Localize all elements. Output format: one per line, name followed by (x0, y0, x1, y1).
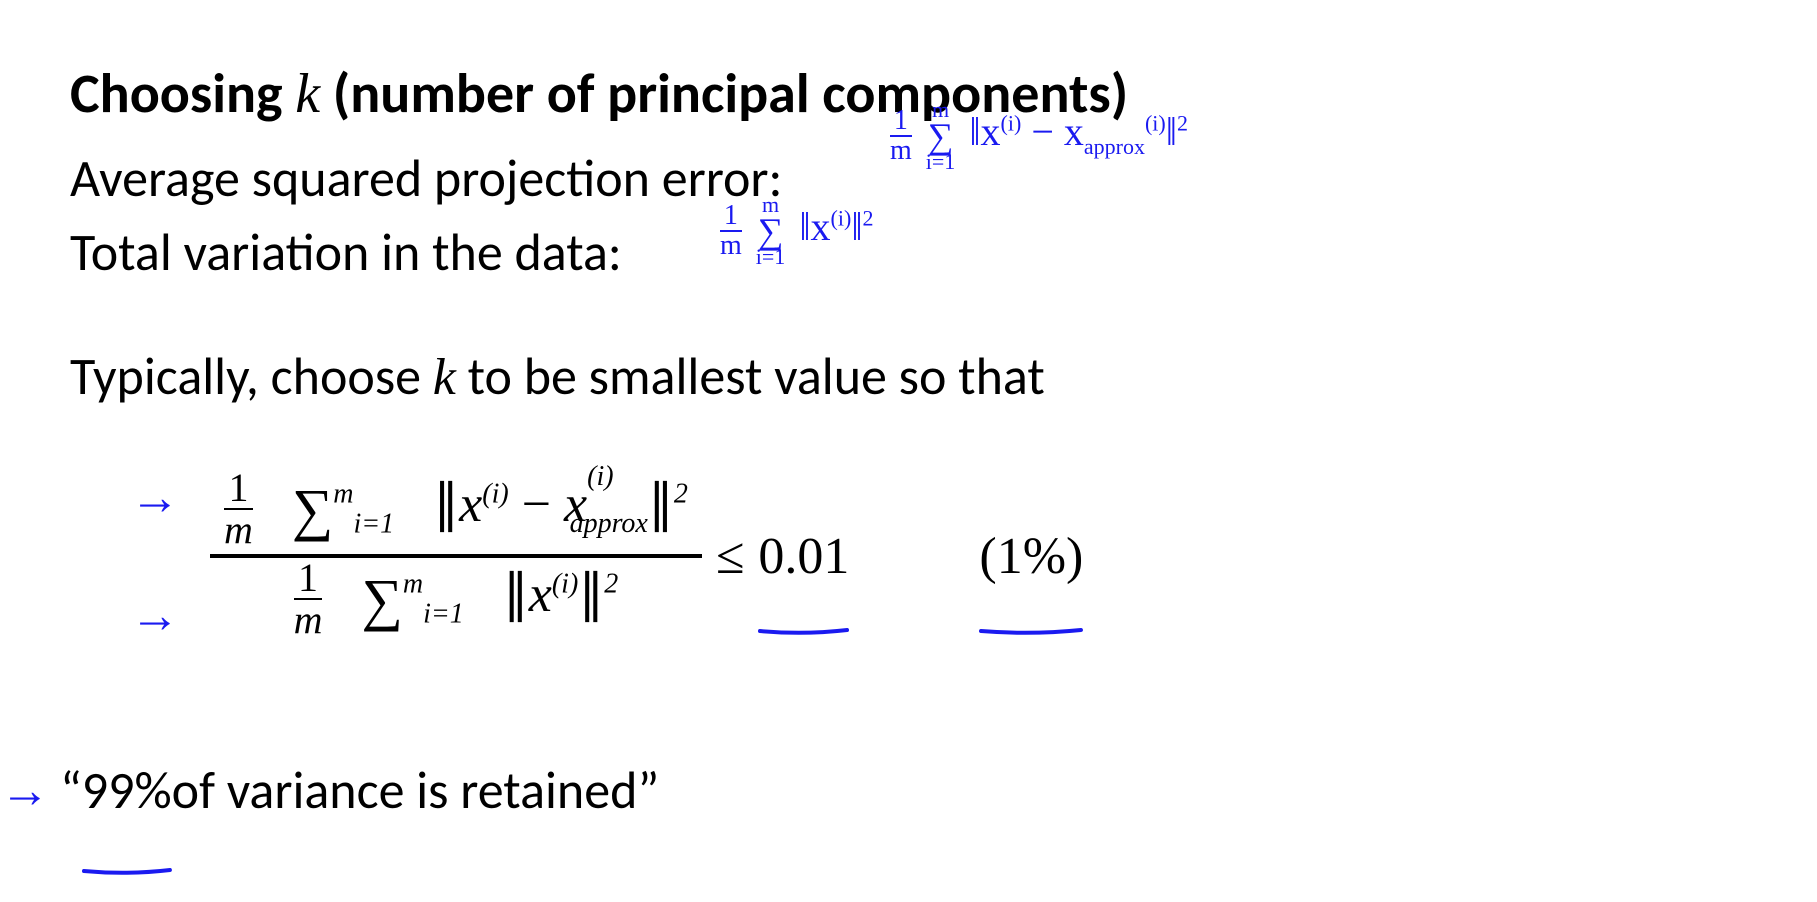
percent-label: (1%) (979, 527, 1083, 586)
choose-k-variable: k (433, 349, 456, 406)
hw-frac-icon: 1 m (720, 202, 742, 260)
ratio-numerator: 1 m ∑mi=1 ∥x(i) − x(i)approx∥2 (210, 468, 702, 554)
proj-error-label: Average squared projection error: (70, 146, 782, 210)
one-over-m-icon: 1 m (294, 558, 323, 640)
handwritten-underline-icon (979, 590, 1083, 600)
choose-k-prefix: Typically, choose (70, 344, 433, 408)
total-var-label: Total variation in the data: (70, 220, 622, 284)
line-choose-k: Typically, choose k to be smallest value… (70, 344, 1747, 408)
hw-sum-icon: m ∑ i=1 (756, 195, 786, 267)
ratio-denominator: 1 m ∑mi=1 ∥x(i)∥2 (280, 558, 633, 644)
hw-frac-icon: 1 m (890, 107, 912, 165)
handwritten-arrows-column: → → (130, 468, 180, 644)
ratio-fraction: 1 m ∑mi=1 ∥x(i) − x(i)approx∥2 1 m ∑mi=1 (210, 468, 702, 644)
handwritten-total-var-formula: 1 m m ∑ i=1 ‖x(i)‖2 (720, 195, 874, 267)
arrow-icon: → (0, 761, 50, 819)
variance-retained-line: → “ 99% of variance is retained” (0, 758, 659, 822)
sigma-icon: ∑ (361, 566, 402, 633)
retained-percent: 99% (82, 758, 172, 822)
handwritten-underline-icon (82, 826, 172, 836)
arrow-icon: → (130, 468, 180, 526)
variance-ratio-formula: → → 1 m ∑mi=1 ∥x(i) − x(i)approx∥2 1 (130, 468, 1747, 644)
arrow-icon: → (130, 586, 180, 644)
slide: Choosing k (number of principal componen… (0, 0, 1817, 902)
line-total-variation: Total variation in the data: (70, 220, 1747, 284)
title-variable-k: k (295, 63, 320, 125)
open-quote: “ (60, 758, 82, 822)
sigma-icon: ∑ (292, 476, 333, 543)
one-over-m-icon: 1 m (224, 468, 253, 550)
leq-symbol: ≤ (716, 527, 745, 586)
handwritten-proj-error-formula: 1 m m ∑ i=1 ‖x(i) − xapprox(i)‖2 (890, 100, 1188, 172)
title-prefix: Choosing (70, 60, 295, 128)
retained-rest: of variance is retained” (172, 758, 660, 822)
threshold-value: 0.01 (758, 527, 849, 586)
handwritten-underline-icon (758, 590, 849, 600)
hw-sum-icon: m ∑ i=1 (926, 100, 956, 172)
choose-k-suffix: to be smallest value so that (456, 344, 1045, 408)
